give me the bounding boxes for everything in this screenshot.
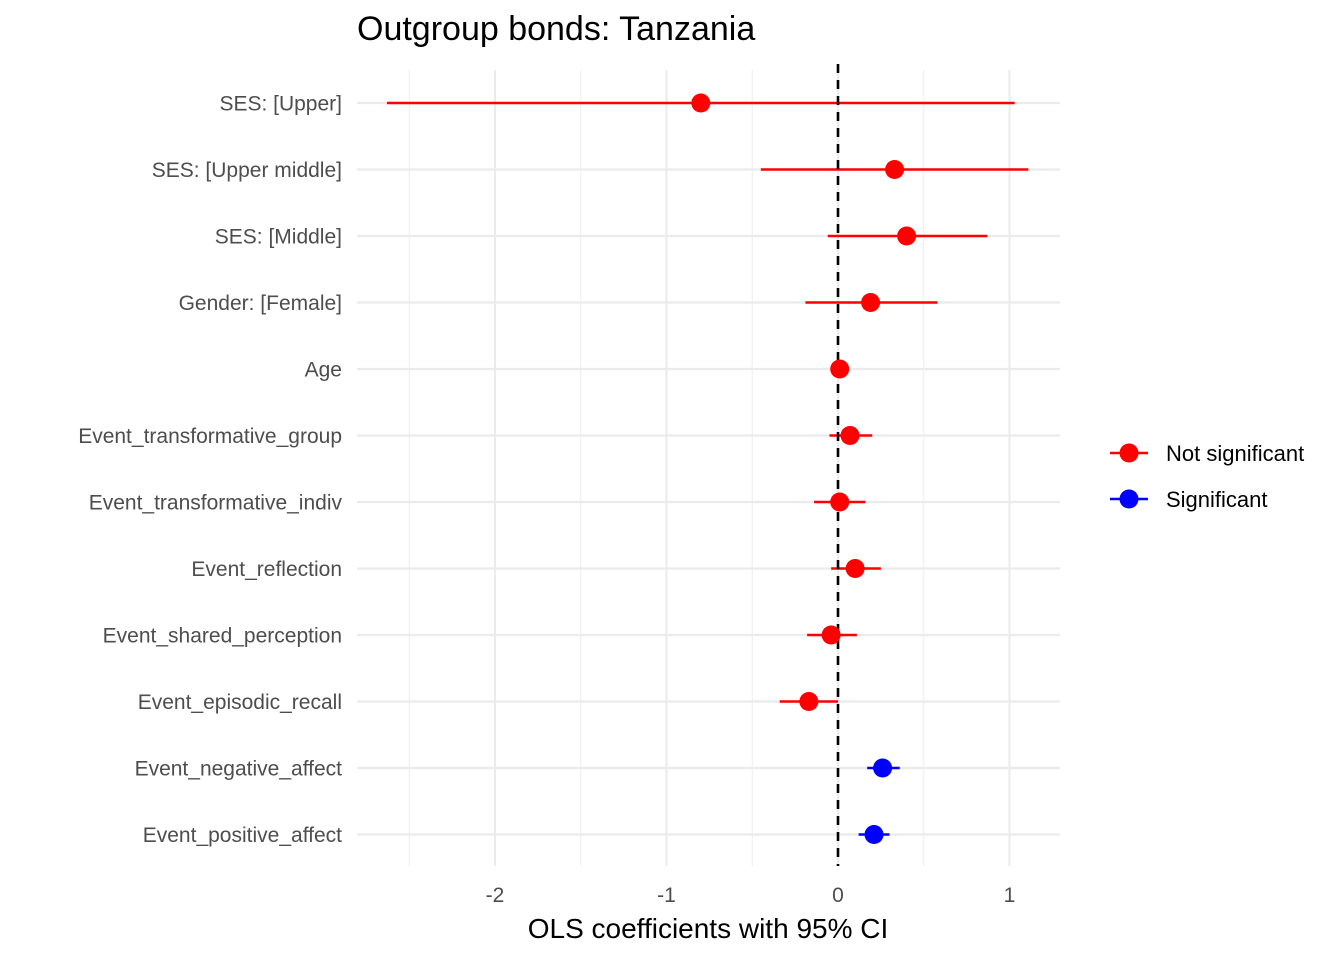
legend-key-point [1119,443,1139,463]
x-tick-label: -2 [486,884,505,907]
x-tick-label: 0 [832,884,844,907]
coefficient-point [861,293,881,312]
y-tick-label: Event_episodic_recall [138,691,342,714]
coefficient-point [840,426,860,445]
coefficient-point [691,93,711,113]
coefficient-point [830,359,850,379]
coefficient-point [864,825,884,844]
x-tick-label: 1 [1004,884,1016,907]
y-tick-label: SES: [Upper] [219,93,342,116]
coefficient-point [873,758,893,778]
y-tick-label: Event_transformative_indiv [89,492,343,515]
y-tick-label: Event_shared_perception [103,625,342,648]
coefficient-point [897,226,917,246]
legend: Not significant Significant [1110,441,1304,512]
y-tick-label: Age [305,359,342,382]
coefficient-point [845,559,865,578]
coefficient-point [821,625,841,645]
y-tick-label: SES: [Upper middle] [152,159,342,182]
y-tick-label: Event_reflection [191,558,342,581]
x-axis-ticks: -2 -1 0 1 [486,884,1016,907]
coefficient-point [799,692,819,711]
coefficient-point [885,160,905,179]
y-axis-labels: SES: [Upper] SES: [Upper middle] SES: [Mid… [78,93,342,848]
chart-title: Outgroup bonds: Tanzania [357,10,755,48]
confidence-intervals [386,101,1029,836]
y-tick-label: Gender: [Female] [179,292,342,315]
legend-key-point [1119,489,1139,509]
legend-label: Significant [1166,487,1268,512]
coefficient-point [830,492,850,512]
y-tick-label: SES: [Middle] [215,226,342,249]
x-axis-label: OLS coefficients with 95% CI [528,913,889,944]
y-tick-label: Event_transformative_group [78,425,342,448]
y-tick-label: Event_positive_affect [143,824,342,847]
x-tick-label: -1 [657,884,676,907]
legend-label: Not significant [1166,441,1304,466]
y-tick-label: Event_negative_affect [135,758,343,781]
grid [357,70,1060,866]
coefficient-points [691,93,917,844]
